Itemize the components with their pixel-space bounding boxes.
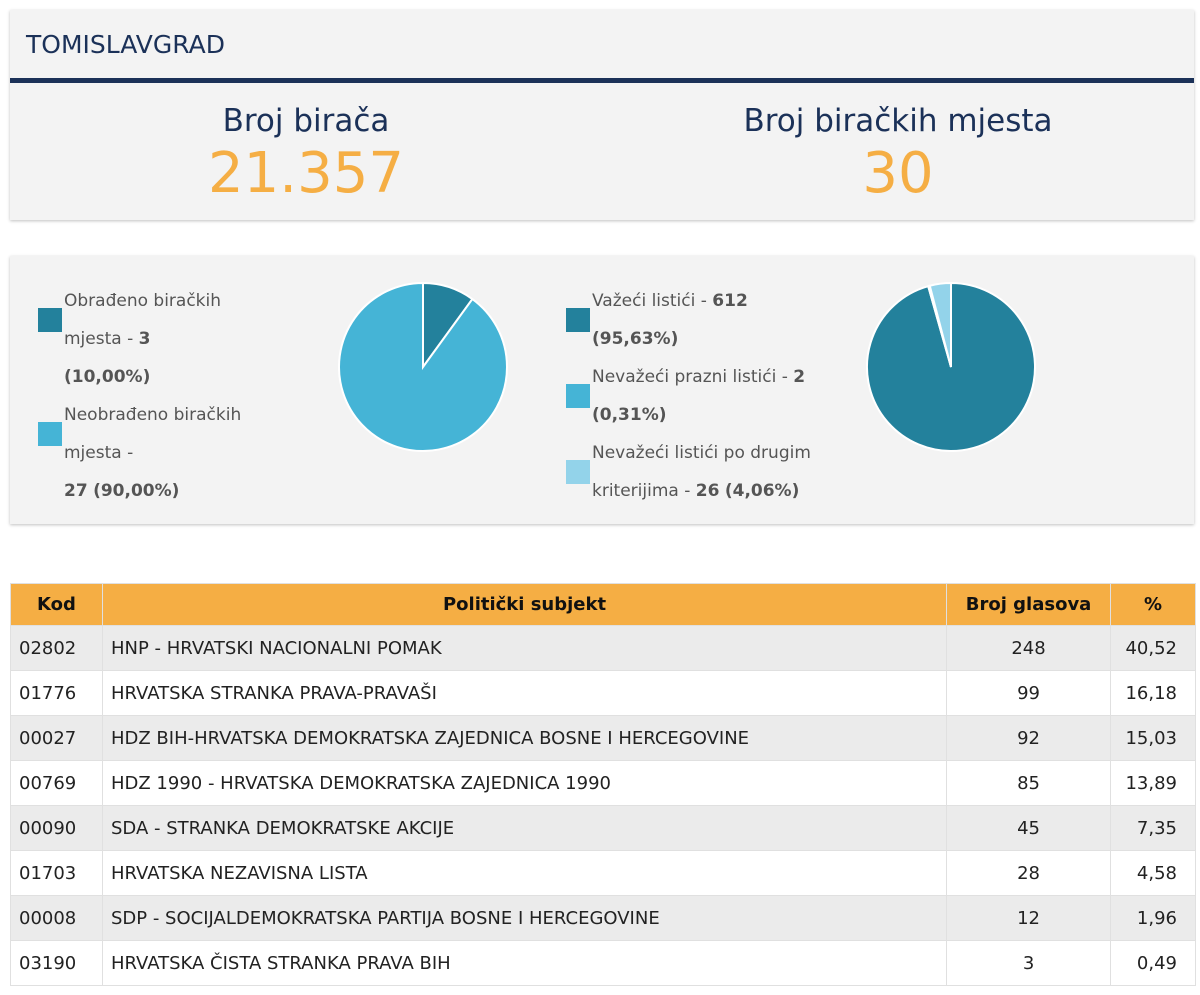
legend-percent: (10,00%) [64, 367, 151, 387]
legend-polling-stations: Obrađeno biračkih mjesta - 3 (10,00%) Ne… [24, 282, 284, 510]
cell-party: HDZ 1990 - HRVATSKA DEMOKRATSKA ZAJEDNIC… [101, 760, 948, 806]
legend-percent: (4,06%) [724, 481, 800, 501]
cell-party: HRVATSKA ČISTA STRANKA PRAVA BIH [101, 940, 948, 986]
legend-item-invalid-empty: Nevažeći prazni listići - 2 (0,31%) [552, 358, 812, 434]
cell-party: HNP - HRVATSKI NACIONALNI POMAK [101, 625, 948, 671]
cell-party: HRVATSKA NEZAVISNA LISTA [101, 850, 948, 896]
table-row: 01703 HRVATSKA NEZAVISNA LISTA 28 4,58 [10, 850, 1197, 896]
cell-code: 00090 [10, 805, 103, 851]
cell-percent: 0,49 [1109, 940, 1197, 986]
stat-voters-label: Broj birača [222, 103, 390, 139]
table-row: 00027 HDZ BIH-HRVATSKA DEMOKRATSKA ZAJEDN… [10, 715, 1197, 761]
cell-code: 00008 [10, 895, 103, 941]
pie-polling-stations-slice-1 [338, 282, 508, 452]
legend-item-processed: Obrađeno biračkih mjesta - 3 (10,00%) [24, 282, 284, 396]
legend-label: Obrađeno biračkih mjesta - [64, 291, 222, 349]
cell-party: SDA - STRANKA DEMOKRATSKE AKCIJE [101, 805, 948, 851]
stat-polling-stations-value: 30 [862, 141, 934, 206]
legend-swatch [566, 460, 590, 484]
legend-label: Važeći listići - [592, 291, 713, 311]
cell-party: SDP - SOCIJALDEMOKRATSKA PARTIJA BOSNE I… [101, 895, 948, 941]
legend-label: Neobrađeno biračkih mjesta - [64, 405, 242, 463]
cell-percent: 40,52 [1109, 625, 1197, 671]
legend-ballots: Važeći listići - 612 (95,63%) Nevažeći p… [552, 282, 812, 510]
cell-code: 00027 [10, 715, 103, 761]
col-header-votes[interactable]: Broj glasova [946, 583, 1111, 626]
cell-party: HDZ BIH-HRVATSKA DEMOKRATSKA ZAJEDNICA B… [101, 715, 948, 761]
table-header-row: Kod Politički subjekt Broj glasova % [10, 583, 1197, 626]
municipality-title: TOMISLAVGRAD [26, 29, 225, 59]
table-body: 02802 HNP - HRVATSKI NACIONALNI POMAK 248 4… [10, 625, 1197, 986]
cell-votes: 92 [946, 715, 1111, 761]
legend-value: 26 [695, 481, 720, 501]
legend-value: 27 [64, 481, 88, 501]
cell-party: HRVATSKA STRANKA PRAVA-PRAVAŠI [101, 670, 948, 716]
cell-percent: 4,58 [1109, 850, 1197, 896]
col-header-party[interactable]: Politički subjekt [101, 583, 948, 626]
cell-code: 00769 [10, 760, 103, 806]
cell-votes: 85 [946, 760, 1111, 806]
cell-code: 03190 [10, 940, 103, 986]
stat-polling-stations: Broj biračkih mjesta 30 [602, 83, 1194, 215]
legend-item-valid: Važeći listići - 612 (95,63%) [552, 282, 812, 358]
stat-voters-value: 21.357 [208, 141, 404, 206]
stats-row: Broj birača 21.357 Broj biračkih mjesta … [10, 83, 1194, 215]
legend-percent: (90,00%) [93, 481, 180, 501]
cell-votes: 248 [946, 625, 1111, 671]
legend-value: 612 [712, 291, 748, 311]
legend-label: Nevažeći prazni listići - [592, 367, 794, 387]
table-row: 01776 HRVATSKA STRANKA PRAVA-PRAVAŠI 99 16,… [10, 670, 1197, 716]
legend-item-unprocessed: Neobrađeno biračkih mjesta - 27 (90,00%) [24, 396, 284, 510]
cell-code: 02802 [10, 625, 103, 671]
cell-percent: 13,89 [1109, 760, 1197, 806]
cell-votes: 45 [946, 805, 1111, 851]
legend-swatch [38, 422, 62, 446]
legend-swatch [566, 308, 590, 332]
legend-value: 2 [793, 367, 806, 387]
cell-votes: 28 [946, 850, 1111, 896]
legend-value: 3 [138, 329, 151, 349]
stat-voters: Broj birača 21.357 [10, 83, 602, 215]
cell-percent: 15,03 [1109, 715, 1197, 761]
cell-votes: 12 [946, 895, 1111, 941]
col-header-code[interactable]: Kod [10, 583, 103, 626]
legend-swatch [38, 308, 62, 332]
cell-votes: 3 [946, 940, 1111, 986]
table-row: 00008 SDP - SOCIJALDEMOKRATSKA PARTIJA BO… [10, 895, 1197, 941]
title-bar: TOMISLAVGRAD [10, 10, 1194, 83]
legend-percent: (95,63%) [592, 329, 679, 349]
cell-percent: 16,18 [1109, 670, 1197, 716]
legend-label: Nevažeći listići po drugim kriterijima - [592, 443, 811, 501]
cell-code: 01703 [10, 850, 103, 896]
legend-swatch [566, 384, 590, 408]
legend-item-invalid-other: Nevažeći listići po drugim kriterijima -… [552, 434, 812, 510]
table-row: 03190 HRVATSKA ČISTA STRANKA PRAVA BIH 3 0,… [10, 940, 1197, 986]
pie-chart-polling-stations [338, 282, 508, 452]
cell-percent: 1,96 [1109, 895, 1197, 941]
municipality-header: TOMISLAVGRAD Broj birača 21.357 Broj bir… [10, 10, 1194, 220]
table-row: 00090 SDA - STRANKA DEMOKRATSKE AKCIJE 45 7… [10, 805, 1197, 851]
pie-ballots-slice-2 [928, 282, 952, 368]
pie-charts-panel: Obrađeno biračkih mjesta - 3 (10,00%) Ne… [10, 256, 1194, 524]
table-row: 00769 HDZ 1990 - HRVATSKA DEMOKRATSKA ZAJ… [10, 760, 1197, 806]
legend-percent: (0,31%) [592, 405, 667, 425]
col-header-percent[interactable]: % [1109, 583, 1197, 626]
results-table: Kod Politički subjekt Broj glasova % 028… [10, 583, 1197, 986]
pie-chart-ballots [866, 282, 1036, 452]
cell-votes: 99 [946, 670, 1111, 716]
stat-polling-stations-label: Broj biračkih mjesta [743, 103, 1053, 139]
cell-code: 01776 [10, 670, 103, 716]
cell-percent: 7,35 [1109, 805, 1197, 851]
table-row: 02802 HNP - HRVATSKI NACIONALNI POMAK 248 4… [10, 625, 1197, 671]
